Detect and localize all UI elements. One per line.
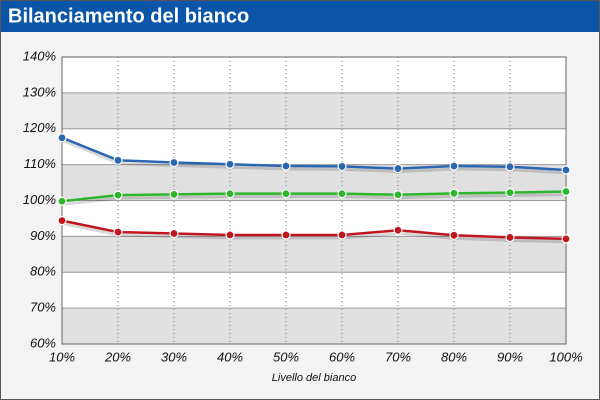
line (61, 136, 567, 172)
x-tick-label: 80% (441, 349, 467, 364)
x-tick-label: 30% (161, 349, 187, 364)
y-tick-label: 100% (23, 192, 56, 207)
y-tick-label: 110% (24, 156, 56, 171)
line-shadow (62, 222, 568, 244)
x-tick-label: 50% (273, 349, 299, 364)
point (113, 190, 123, 200)
point (449, 161, 459, 171)
point (505, 188, 515, 198)
point (561, 186, 571, 197)
y-tick-label: 120% (23, 120, 56, 135)
point (337, 161, 347, 172)
point (505, 232, 515, 243)
x-tick-label: 20% (104, 349, 131, 364)
point (225, 159, 235, 169)
y-tick-label: 130% (23, 84, 56, 99)
point (449, 188, 459, 198)
grid-band (62, 92, 566, 129)
point (393, 225, 403, 235)
point (281, 189, 291, 199)
line-shadow (62, 193, 568, 206)
point (57, 215, 67, 226)
point (393, 190, 403, 200)
grid-band (62, 308, 566, 344)
chart-title: Bilanciamento del bianco (8, 5, 249, 27)
x-axis-label: Livello del bianco (272, 372, 356, 384)
point (281, 230, 291, 240)
y-tick-label: 60% (30, 335, 56, 350)
point (337, 189, 347, 199)
point (449, 230, 459, 240)
header-bar (1, 1, 599, 32)
point (113, 155, 123, 165)
point (169, 228, 179, 239)
point (57, 196, 67, 206)
point (225, 230, 235, 240)
point (113, 227, 123, 237)
point (225, 189, 235, 199)
y-tick-label: 140% (23, 48, 56, 63)
point (561, 234, 571, 244)
grid-band (62, 236, 566, 273)
line (61, 190, 567, 203)
line-shadow (62, 139, 568, 175)
x-tick-label: 90% (497, 349, 523, 364)
x-tick-label: 70% (385, 349, 411, 364)
y-tick-label: 80% (30, 264, 56, 279)
point (169, 157, 179, 168)
point (561, 165, 571, 175)
y-tick-label: 90% (30, 228, 56, 243)
line (61, 219, 567, 241)
point (337, 230, 347, 240)
point (505, 162, 515, 172)
y-tick-label: 70% (30, 300, 56, 315)
x-tick-label: 40% (217, 349, 243, 364)
x-tick-label: 60% (329, 349, 355, 364)
point (57, 133, 67, 143)
point (169, 189, 179, 200)
x-tick-label: 100% (549, 349, 582, 364)
x-tick-label: 10% (49, 349, 75, 364)
point (393, 163, 403, 174)
point (281, 161, 291, 171)
